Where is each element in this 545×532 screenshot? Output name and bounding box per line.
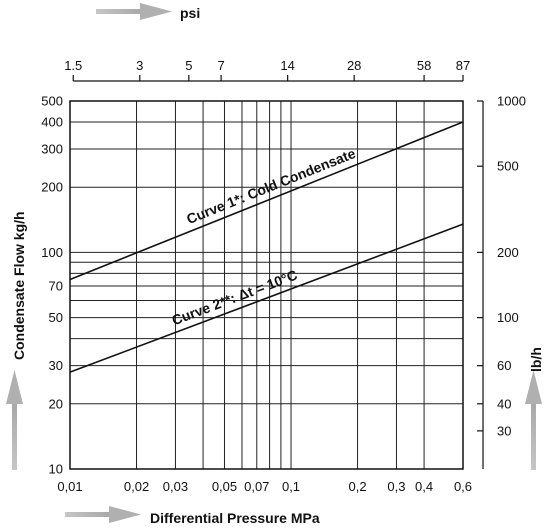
x-tick-label: 0,03	[163, 479, 188, 494]
lbh-tick-label: 30	[497, 423, 511, 438]
series-label: Curve 2**: Δt = 10°C	[170, 267, 300, 329]
x-tick-label: 0,05	[212, 479, 237, 494]
psi-tick-label: 3	[136, 58, 143, 73]
y-tick-label: 300	[41, 142, 63, 157]
psi-tick-label: 28	[347, 58, 361, 73]
psi-tick-label: 7	[217, 58, 224, 73]
lbh-tick-label: 100	[497, 310, 519, 325]
psi-tick-label: 5	[185, 58, 192, 73]
plot-frame	[69, 100, 464, 470]
y-tick-label: 30	[49, 358, 63, 373]
x-tick-label: 0,4	[415, 479, 433, 494]
series-line	[69, 223, 464, 373]
y-tick-label: 10	[49, 462, 63, 477]
lbh-tick-label: 500	[497, 159, 519, 174]
psi-arrow-icon	[96, 3, 172, 20]
y-tick-label: 100	[41, 245, 63, 260]
x-tick-label: 0,2	[349, 479, 367, 494]
y-tick-label: 50	[49, 310, 63, 325]
x-tick-label: 0,1	[282, 479, 300, 494]
lbh-tick-label: 200	[497, 245, 519, 260]
x-axis-arrow-icon	[65, 506, 141, 523]
series: Curve 1*: Cold Condensate Curve 2**: Δt =…	[69, 121, 464, 373]
x-axis-title: Differential Pressure MPa	[150, 510, 320, 526]
psi-tick-label: 58	[417, 58, 431, 73]
series-line	[69, 121, 464, 281]
psi-axis-title: psi	[180, 5, 200, 21]
psi-tick-label: 1.5	[64, 58, 82, 73]
y-tick-label: 500	[41, 94, 63, 109]
lbh-tick-label: 60	[497, 358, 511, 373]
x-tick-label: 0,01	[57, 479, 82, 494]
y2-axis-title: lb/h	[528, 347, 544, 372]
series-label: Curve 1*: Cold Condensate	[184, 145, 358, 227]
x-tick-label: 0,07	[244, 479, 269, 494]
y-axis-arrow-icon	[6, 370, 23, 470]
y-axis-title: Condensate Flow kg/h	[11, 211, 27, 360]
axes: 0,01 0,02 0,03 0,05 0,07 0,1 0,2 0,3 0,4 0,6 10 20 3…	[41, 58, 526, 494]
y-tick-label: 20	[49, 396, 63, 411]
y-tick-label: 70	[49, 278, 63, 293]
x-tick-label: 0,6	[454, 479, 472, 494]
y-tick-label: 200	[41, 180, 63, 195]
y-tick-label: 400	[41, 114, 63, 129]
psi-tick-label: 14	[280, 58, 294, 73]
x-tick-label: 0,3	[387, 479, 405, 494]
lbh-tick-label: 40	[497, 396, 511, 411]
lbh-tick-label: 1000	[497, 94, 526, 109]
y2-axis-arrow-icon	[525, 370, 542, 470]
x-tick-label: 0,02	[124, 479, 149, 494]
psi-tick-label: 87	[456, 58, 470, 73]
